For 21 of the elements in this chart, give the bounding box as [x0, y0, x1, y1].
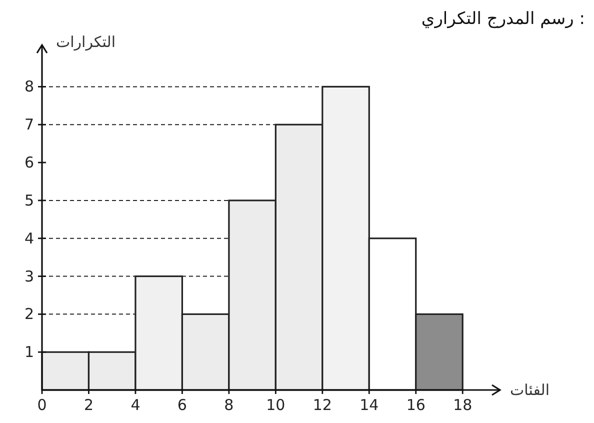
y-tick-label: 5 — [24, 191, 34, 210]
y-tick-label: 6 — [24, 154, 34, 172]
y-tick-label: 8 — [24, 78, 34, 96]
x-tick-label: 14 — [360, 396, 379, 414]
x-tick-label: 6 — [177, 396, 187, 414]
x-tick-label: 18 — [453, 396, 472, 414]
y-tick-label: 1 — [24, 343, 34, 362]
x-tick-label: 16 — [406, 396, 426, 414]
y-tick-label: 4 — [24, 229, 34, 248]
y-tick-label: 3 — [24, 267, 34, 286]
x-axis-title: الفئات — [510, 381, 550, 399]
x-tick-label: 10 — [266, 396, 286, 414]
x-tick-label: 12 — [312, 396, 332, 414]
x-tick-label: 0 — [37, 396, 47, 414]
x-tick-label: 2 — [84, 396, 94, 414]
x-tick-label: 8 — [224, 396, 234, 414]
y-tick-label: 2 — [24, 305, 34, 324]
y-axis-title: التكرارات — [56, 33, 116, 51]
chart-title: رسم المدرج التكراري : — [421, 9, 585, 29]
x-tick-label: 4 — [130, 396, 140, 414]
y-tick-label: 7 — [24, 116, 34, 134]
